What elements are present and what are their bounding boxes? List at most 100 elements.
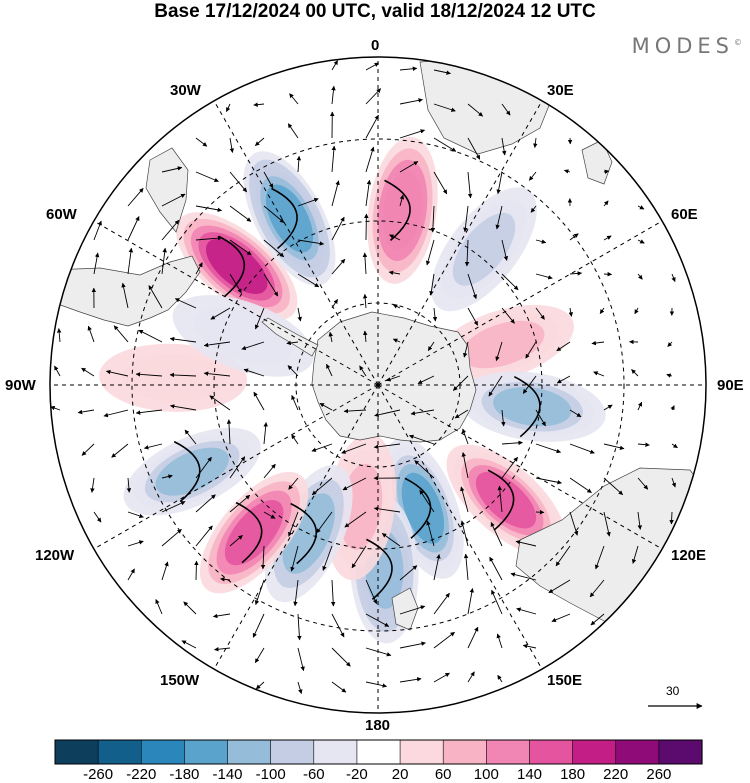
wind-vector xyxy=(297,273,320,288)
wind-vector xyxy=(463,553,469,581)
wind-vector xyxy=(669,511,674,525)
wind-vector xyxy=(593,371,605,377)
wind-vector xyxy=(392,338,401,343)
brand-logo: MODES© xyxy=(632,34,742,58)
wind-vector xyxy=(362,252,368,275)
wind-vector xyxy=(143,443,163,450)
wind-vector xyxy=(127,568,135,581)
colorbar-label: 20 xyxy=(391,766,409,783)
wind-vector xyxy=(497,485,503,513)
wind-vector xyxy=(525,341,537,359)
wind-vector xyxy=(290,545,299,572)
wind-vector xyxy=(535,409,546,427)
wind-vector xyxy=(331,258,346,275)
wind-vector xyxy=(495,341,503,362)
meridian-line xyxy=(213,384,379,670)
wind-vector xyxy=(467,307,479,326)
wind-vector xyxy=(263,273,279,297)
wind-vector xyxy=(495,205,503,230)
wind-vector xyxy=(183,601,197,615)
wind-vector xyxy=(637,205,645,210)
wind-vector xyxy=(209,395,231,411)
wind-vector xyxy=(252,613,265,638)
colorbar-label: -60 xyxy=(302,766,325,783)
wind-vector xyxy=(637,401,643,411)
anomaly-center-1 xyxy=(243,151,336,286)
wind-vector xyxy=(229,494,251,513)
meridian-line xyxy=(93,384,379,550)
wind-vector xyxy=(331,85,336,105)
wind-vector xyxy=(603,169,610,175)
wind-vector xyxy=(365,179,372,207)
wind-vector xyxy=(381,533,401,547)
wind-vector xyxy=(589,579,605,598)
wind-vector xyxy=(433,672,450,683)
anomaly-band xyxy=(265,184,314,253)
streamline-arc xyxy=(218,235,245,298)
antarctica-landmass xyxy=(311,311,477,443)
wind-vector xyxy=(297,307,302,322)
wind-vector xyxy=(77,409,95,415)
wind-vector xyxy=(430,205,436,233)
colorbar-swatch xyxy=(54,739,99,765)
wind-vector xyxy=(331,60,338,71)
wind-vector xyxy=(195,456,212,479)
wind-vector xyxy=(126,477,132,493)
wind-vector xyxy=(195,525,213,547)
wind-vector xyxy=(522,643,537,649)
wind-vector xyxy=(226,419,232,445)
wind-vector xyxy=(220,577,231,582)
streamline-arc xyxy=(404,477,432,539)
wind-vector xyxy=(535,443,562,454)
wind-vector xyxy=(288,511,299,537)
wind-vector xyxy=(169,372,197,378)
streamline-arc xyxy=(271,187,298,250)
colorbar-label: -100 xyxy=(255,766,286,783)
wind-vector xyxy=(121,282,129,309)
wind-vector xyxy=(467,103,484,117)
wind-vector xyxy=(603,404,613,411)
anomaly-center-2 xyxy=(367,136,438,284)
wind-vector xyxy=(161,247,167,275)
lon-label-120w: 120W xyxy=(35,547,75,564)
wind-vector xyxy=(555,545,571,567)
wind-vector xyxy=(316,511,333,534)
wind-vector xyxy=(670,405,675,411)
wind-vector xyxy=(399,605,426,615)
wind-vector xyxy=(501,103,511,116)
wind-vector xyxy=(399,161,419,173)
wind-vector xyxy=(293,579,299,607)
wind-vector xyxy=(127,540,144,547)
anomaly-center-5 xyxy=(458,371,606,442)
wind-vector xyxy=(161,474,173,479)
wind-vector xyxy=(522,375,537,394)
wind-vector xyxy=(501,307,515,324)
wind-vector xyxy=(93,220,102,241)
wind-vector xyxy=(161,528,182,547)
meridian-line xyxy=(213,100,379,386)
wind-vector xyxy=(603,477,624,496)
wind-vector xyxy=(291,434,299,445)
colorbar-swatch xyxy=(486,739,531,765)
colorbar-swatch xyxy=(658,739,703,765)
wind-vector xyxy=(331,647,351,667)
wind-vector xyxy=(637,273,643,280)
wind-vector xyxy=(331,299,338,309)
wind-vector xyxy=(426,520,435,547)
wind-vector xyxy=(195,137,208,147)
colorbar-swatch xyxy=(97,739,142,765)
latitude-circle xyxy=(131,138,625,632)
wind-vector xyxy=(535,477,562,485)
wind-vector xyxy=(671,273,676,283)
wind-vector xyxy=(113,325,129,343)
wind-vector xyxy=(161,561,169,581)
wind-vector xyxy=(127,511,144,519)
wind-vector xyxy=(462,341,469,358)
wind-vector xyxy=(433,171,448,195)
anomaly-center-4 xyxy=(431,304,574,385)
colorbar-label: -140 xyxy=(212,766,243,783)
colorbar xyxy=(54,739,703,765)
wind-vector xyxy=(214,647,231,652)
wind-vector xyxy=(254,647,265,664)
wind-vector xyxy=(56,328,62,343)
